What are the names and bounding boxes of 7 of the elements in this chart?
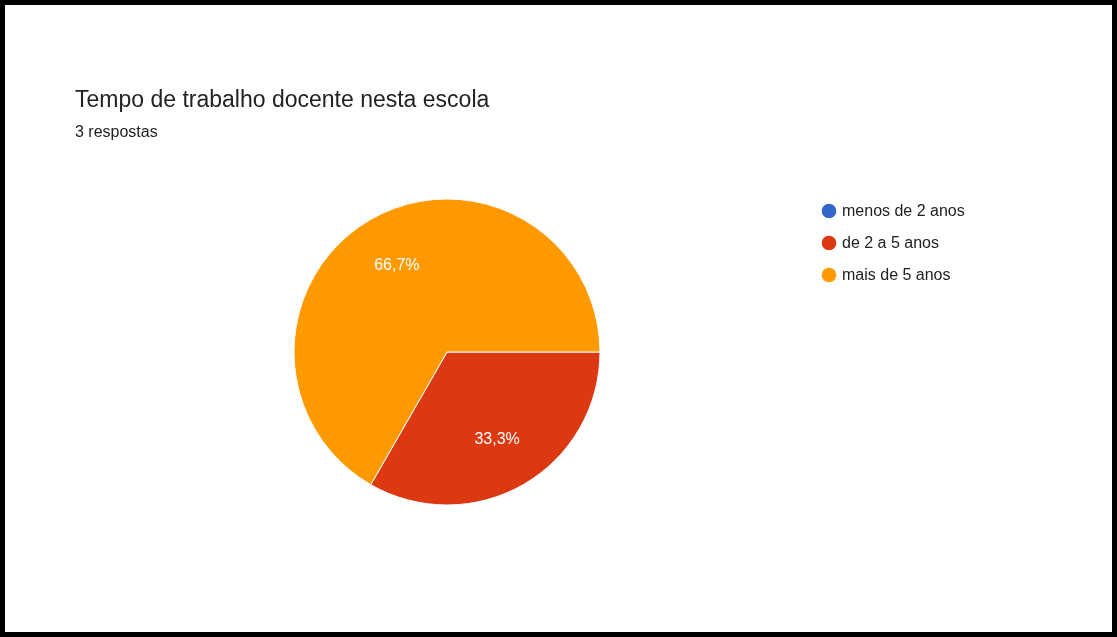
- legend-label: de 2 a 5 anos: [842, 234, 939, 251]
- data-label: 66,7%: [374, 256, 420, 274]
- text: 3 respostas: [75, 123, 158, 140]
- chart-title: Tempo de trabalho docente nesta escola: [75, 86, 490, 112]
- data-label: 33,3%: [474, 429, 520, 447]
- legend-label: mais de 5 anos: [842, 266, 951, 283]
- legend-label: menos de 2 anos: [842, 202, 965, 219]
